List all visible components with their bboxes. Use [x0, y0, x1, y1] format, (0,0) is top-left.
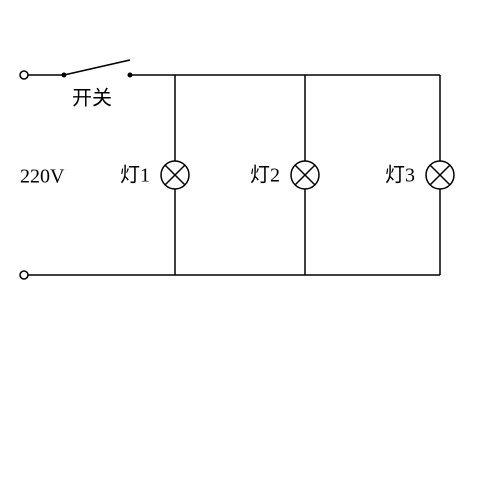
switch-label: 开关	[72, 87, 112, 110]
lamp-1-label: 灯1	[120, 164, 150, 187]
voltage-label: 220V	[20, 166, 65, 188]
circuit-diagram: 开关 220V 灯1 灯2 灯3	[0, 0, 500, 500]
switch-blade	[64, 60, 130, 75]
terminal-top	[20, 71, 28, 79]
lamp-2-label: 灯2	[250, 164, 280, 187]
terminal-bottom	[20, 271, 28, 279]
lamp-3-label: 灯3	[385, 164, 415, 187]
switch-contact-right	[128, 73, 133, 78]
